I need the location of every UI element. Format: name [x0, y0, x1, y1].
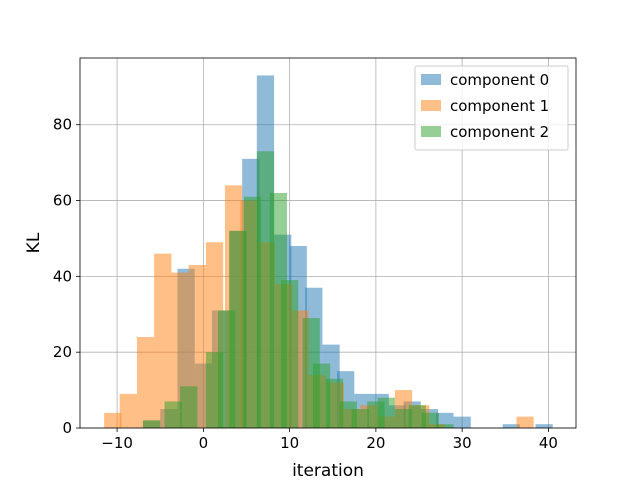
histogram-bar	[280, 280, 299, 428]
histogram-bar	[325, 378, 344, 428]
histogram-bar	[436, 424, 454, 428]
histogram-bar	[516, 416, 534, 428]
y-tick-label: 80	[53, 116, 72, 134]
y-axis-label: KL	[24, 232, 44, 253]
x-tick-label: 0	[199, 434, 209, 452]
y-axis-ticks: 0 20 40 60 80	[53, 116, 80, 437]
legend-swatch	[421, 126, 441, 137]
histogram-bar	[164, 401, 182, 428]
legend: component 0 component 1 component 2	[414, 65, 569, 151]
histogram-bar	[180, 386, 198, 428]
plot-area-frame	[79, 57, 577, 429]
x-tick-label: 10	[280, 434, 299, 452]
histogram-bar	[453, 416, 471, 428]
histogram-bars	[104, 75, 553, 429]
histogram-bar	[394, 409, 413, 428]
histogram-bar	[502, 424, 520, 428]
y-tick-label: 20	[53, 343, 72, 361]
x-tick-label: −10	[101, 434, 133, 452]
legend-frame	[414, 65, 569, 151]
histogram-bar	[119, 393, 137, 428]
legend-label: component 0	[450, 71, 549, 89]
histogram-bar	[229, 230, 247, 428]
x-axis-ticks: −10 0 10 20 30 40	[101, 428, 558, 452]
legend-label: component 2	[450, 123, 549, 141]
x-axis-label: iteration	[292, 461, 364, 480]
legend-label: component 1	[450, 97, 549, 115]
histogram-bar	[142, 420, 161, 428]
histogram-bar	[256, 151, 275, 429]
histogram-bar	[351, 409, 369, 428]
x-tick-label: 30	[453, 434, 472, 452]
x-tick-label: 40	[539, 434, 558, 452]
legend-swatch	[421, 100, 441, 111]
histogram-bar	[535, 424, 553, 428]
histogram-bar	[377, 397, 395, 428]
x-tick-label: 20	[366, 434, 385, 452]
histogram-bar	[136, 337, 155, 428]
y-tick-label: 60	[53, 192, 72, 210]
histogram-bar	[408, 405, 426, 428]
y-tick-label: 40	[53, 267, 72, 285]
legend-swatch	[421, 74, 441, 85]
y-tick-label: 0	[62, 419, 72, 437]
histogram-bar	[421, 412, 439, 428]
histogram-bar	[154, 253, 172, 428]
histogram-bar	[104, 412, 122, 428]
series-2	[142, 151, 454, 429]
